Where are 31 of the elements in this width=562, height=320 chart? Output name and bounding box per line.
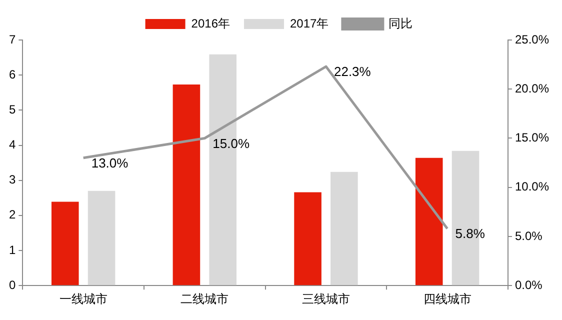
y-tick-label: 0	[8, 278, 16, 292]
bar	[51, 202, 79, 286]
y2-tick-label: 25.0%	[514, 32, 550, 46]
data-label: 13.0%	[91, 155, 129, 170]
y2-tick-label: 15.0%	[514, 130, 550, 145]
legend-label: 2016年	[191, 16, 230, 30]
y2-tick-label: 20.0%	[514, 81, 550, 96]
bar	[415, 158, 443, 286]
y-tick-label: 3	[8, 172, 16, 187]
y2-tick-label: 0.0%	[514, 278, 543, 292]
data-label: 5.8%	[455, 226, 486, 242]
legend-label: 2017年	[290, 16, 329, 30]
bar	[88, 190, 116, 286]
y-tick-label: 7	[8, 32, 16, 46]
x-tick-label: 四线城市	[423, 292, 472, 306]
y2-tick-label: 5.0%	[514, 228, 543, 243]
bar	[330, 172, 358, 286]
x-tick-label: 一线城市	[59, 292, 108, 306]
x-tick-label: 二线城市	[180, 292, 229, 306]
data-label: 22.3%	[334, 64, 372, 80]
y-tick-label: 1	[8, 242, 16, 257]
y-tick-label: 2	[8, 208, 16, 222]
x-tick-label: 三线城市	[302, 292, 350, 306]
data-label: 15.0%	[212, 136, 250, 151]
bar	[172, 84, 200, 286]
legend-label: 同比	[388, 16, 413, 30]
y2-tick-label: 10.0%	[514, 180, 550, 194]
y-tick-label: 4	[8, 138, 16, 152]
y-tick-label: 5	[8, 102, 16, 116]
y-tick-label: 6	[8, 67, 16, 82]
bar	[294, 192, 322, 286]
